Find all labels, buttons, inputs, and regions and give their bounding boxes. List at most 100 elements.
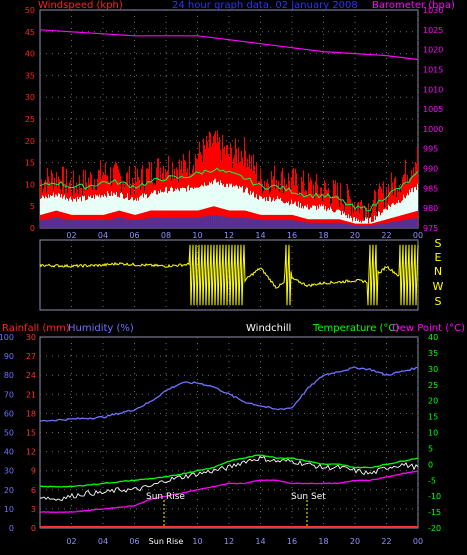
temperature-tick-label: 15: [428, 413, 438, 422]
rainfall-tick-label: 30: [26, 333, 36, 342]
wind-x-tick-label: 20: [350, 231, 360, 240]
rainfall-axis-title: Rainfall (mm): [2, 323, 70, 334]
direction-tick-label: W: [433, 280, 444, 293]
temperature-tick-label: 0: [428, 460, 433, 469]
axis-labels: 0510152025303540455097598098599099510001…: [0, 6, 444, 546]
humidity-tick-label: 60: [4, 409, 14, 418]
rainfall-tick-label: 3: [31, 505, 36, 514]
temperature-line: [39, 454, 419, 488]
barometer-axis-title: Barometer (hpa): [372, 0, 455, 11]
barometer-tick-label: 1015: [423, 65, 443, 74]
temperature-tick-label: 35: [428, 349, 438, 358]
wind-x-tick-label: 14: [255, 231, 265, 240]
wind-x-tick-label: 16: [287, 231, 297, 240]
wind-series: [39, 29, 419, 228]
windspeed-tick-label: 25: [25, 115, 35, 124]
temperature-axis-title: Temperature (°C): [312, 323, 399, 334]
barometer-tick-label: 980: [423, 204, 438, 213]
temp-series: [39, 366, 419, 528]
sun-rise-label: Sun Rise: [146, 492, 185, 502]
barometer-tick-label: 990: [423, 165, 438, 174]
wind-x-tick-label: 12: [224, 231, 234, 240]
rainfall-tick-label: 24: [26, 371, 36, 380]
windspeed-tick-label: 5: [30, 202, 35, 211]
windchill-line: [40, 455, 419, 502]
temp-x-tick-label: 16: [287, 537, 297, 546]
windchill-axis-title: Windchill: [246, 323, 291, 334]
direction-tick-label: S: [435, 237, 442, 250]
temperature-tick-label: -20: [428, 524, 441, 533]
barometer-tick-label: 1005: [423, 105, 443, 114]
temperature-tick-label: 30: [428, 365, 438, 374]
dewpoint-axis-title: Dew Point (°C): [392, 323, 465, 334]
dewpoint-line: [39, 469, 419, 514]
direction-tick-label: N: [434, 265, 442, 278]
temperature-tick-label: 20: [428, 397, 438, 406]
windspeed-tick-label: 15: [25, 159, 35, 168]
barometer-tick-label: 1030: [423, 6, 443, 15]
windspeed-tick-label: 50: [25, 6, 35, 15]
temp-x-tick-label: 04: [98, 537, 108, 546]
humidity-axis-title: Humidity (%): [68, 323, 134, 334]
barometer-tick-label: 1010: [423, 85, 443, 94]
humidity-tick-label: 50: [4, 429, 14, 438]
temp-x-tick-label: 20: [350, 537, 360, 546]
wind-x-tick-label: 10: [192, 231, 202, 240]
humidity-tick-label: 30: [4, 467, 14, 476]
humidity-tick-label: 40: [4, 448, 14, 457]
rainfall-tick-label: 18: [26, 409, 36, 418]
wind-x-tick-label: 02: [66, 231, 76, 240]
wind-gridlines: [40, 10, 419, 228]
rainfall-tick-label: 21: [26, 390, 36, 399]
temp-x-tick-label: 14: [255, 537, 265, 546]
barometer-tick-label: 985: [423, 184, 438, 193]
wind-x-tick-label: 18: [318, 231, 328, 240]
wind-x-tick-label: 22: [381, 231, 391, 240]
wind-x-tick-label: 08: [161, 231, 171, 240]
direction-series: [39, 244, 419, 306]
direction-line: [39, 244, 419, 306]
barometer-line: [39, 29, 419, 61]
temp-x-tick-label: Sun Rise: [149, 537, 184, 546]
wind-x-tick-label: 04: [98, 231, 108, 240]
windspeed-tick-label: 45: [25, 28, 35, 37]
temp-x-tick-label: 18: [318, 537, 328, 546]
windspeed-tick-label: 40: [25, 50, 35, 59]
temp-x-tick-label: 10: [192, 537, 202, 546]
windspeed-tick-label: 30: [25, 93, 35, 102]
windspeed-tick-label: 0: [30, 224, 35, 233]
rainfall-tick-label: 27: [26, 352, 36, 361]
temperature-tick-label: 10: [428, 429, 438, 438]
barometer-tick-label: 1020: [423, 46, 443, 55]
wind-x-tick-label: 00: [413, 231, 423, 240]
humidity-tick-label: 0: [9, 524, 14, 533]
chart-date-title: 24 hour graph data. 02 January 2008: [172, 0, 358, 11]
temp-x-tick-label: 12: [224, 537, 234, 546]
avg-gust-line: [39, 167, 419, 212]
humidity-tick-label: 20: [4, 486, 14, 495]
windspeed-tick-label: 35: [25, 71, 35, 80]
humidity-tick-label: 70: [4, 390, 14, 399]
humidity-tick-label: 80: [4, 371, 14, 380]
barometer-tick-label: 975: [423, 224, 438, 233]
temperature-tick-label: -10: [428, 492, 441, 501]
direction-tick-label: S: [435, 295, 442, 308]
sun-set-label: Sun Set: [291, 492, 326, 502]
barometer-tick-label: 1000: [423, 125, 443, 134]
temp-x-tick-label: 02: [66, 537, 76, 546]
humidity-tick-label: 90: [4, 352, 14, 361]
windspeed-tick-label: 10: [25, 180, 35, 189]
rainfall-tick-label: 15: [26, 429, 36, 438]
temperature-tick-label: 5: [428, 444, 433, 453]
barometer-tick-label: 1025: [423, 26, 443, 35]
rainfall-tick-label: 12: [26, 448, 36, 457]
temp-x-tick-label: 00: [413, 537, 423, 546]
rainfall-tick-label: 6: [31, 486, 36, 495]
rainfall-tick-label: 9: [31, 467, 36, 476]
barometer-tick-label: 995: [423, 145, 438, 154]
temperature-tick-label: -15: [428, 508, 441, 517]
direction-tick-label: E: [435, 251, 442, 264]
humidity-line: [39, 366, 418, 422]
temp-x-tick-label: 06: [129, 537, 139, 546]
